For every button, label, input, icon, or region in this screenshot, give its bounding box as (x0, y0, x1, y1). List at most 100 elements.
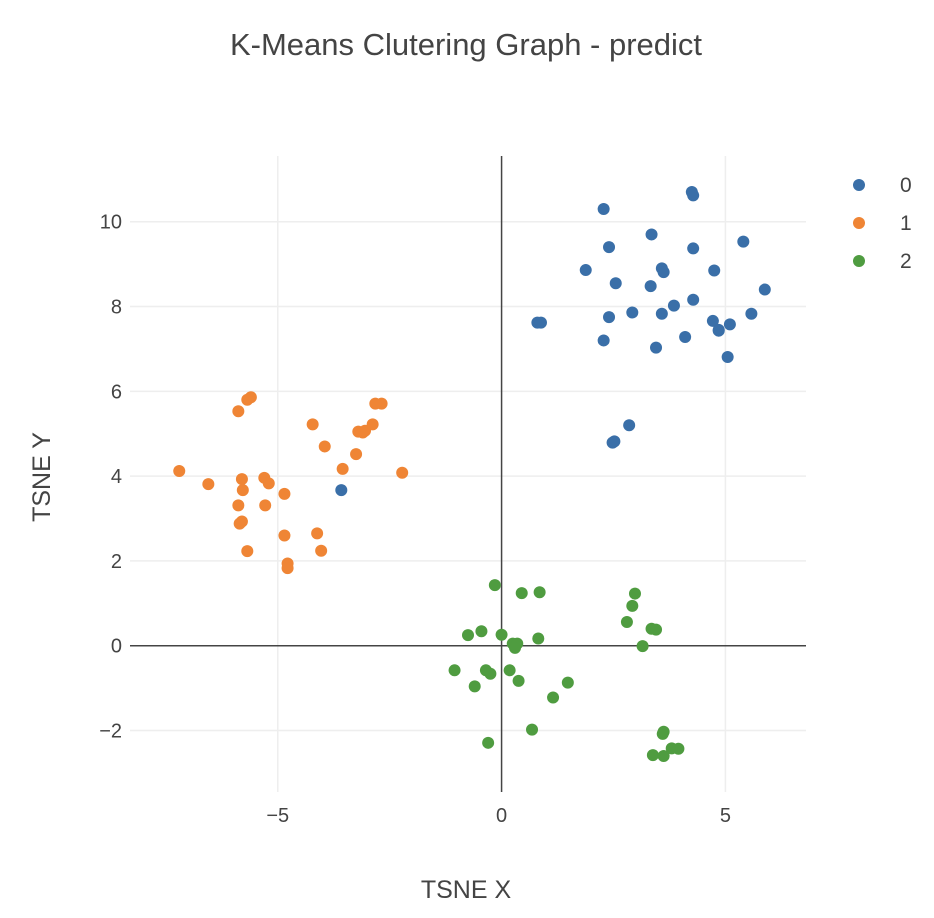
legend-label: 2 (900, 250, 912, 273)
data-point-cluster-2[interactable] (636, 640, 649, 653)
data-point-cluster-2[interactable] (484, 667, 497, 680)
data-point-cluster-0[interactable] (745, 307, 758, 320)
data-point-cluster-2[interactable] (482, 736, 495, 749)
data-point-cluster-1[interactable] (359, 424, 372, 437)
data-point-cluster-0[interactable] (737, 235, 750, 248)
data-point-cluster-1[interactable] (241, 545, 254, 558)
data-point-cluster-0[interactable] (623, 419, 636, 432)
data-point-cluster-0[interactable] (335, 484, 348, 497)
data-point-cluster-0[interactable] (687, 293, 700, 306)
data-point-cluster-2[interactable] (620, 615, 633, 628)
x-tick-label: 0 (496, 805, 507, 827)
data-point-cluster-0[interactable] (650, 341, 663, 354)
data-point-cluster-0[interactable] (606, 436, 619, 449)
data-point-cluster-0[interactable] (679, 331, 692, 344)
legend-item-2[interactable]: 2 (853, 250, 912, 273)
data-point-cluster-1[interactable] (241, 393, 254, 406)
data-point-cluster-0[interactable] (687, 189, 700, 202)
data-point-cluster-1[interactable] (202, 478, 215, 491)
legend-item-1[interactable]: 1 (853, 212, 912, 235)
data-point-cluster-0[interactable] (758, 283, 771, 296)
x-axis-label: TSNE X (421, 876, 512, 904)
data-point-cluster-0[interactable] (645, 228, 658, 241)
data-point-cluster-1[interactable] (278, 487, 291, 500)
data-point-cluster-0[interactable] (603, 241, 616, 254)
data-point-cluster-0[interactable] (721, 350, 734, 363)
y-tick-label: 0 (111, 636, 122, 658)
data-point-cluster-2[interactable] (468, 680, 481, 693)
data-point-cluster-1[interactable] (281, 562, 294, 575)
x-tick-label: 5 (720, 805, 731, 827)
data-point-cluster-0[interactable] (667, 299, 680, 312)
data-point-cluster-2[interactable] (475, 625, 488, 638)
data-point-cluster-0[interactable] (657, 266, 670, 279)
data-point-cluster-0[interactable] (534, 316, 547, 329)
data-point-cluster-0[interactable] (687, 242, 700, 255)
data-point-cluster-2[interactable] (628, 587, 641, 600)
data-point-cluster-1[interactable] (173, 465, 186, 478)
data-point-cluster-1[interactable] (315, 544, 328, 557)
legend-marker (853, 255, 865, 267)
tick-labels-layer: −5 0 5 −2 0 2 4 6 8 10 (99, 212, 731, 827)
data-point-cluster-1[interactable] (311, 527, 324, 540)
data-point-cluster-2[interactable] (462, 629, 474, 642)
y-tick-label: 8 (111, 297, 122, 319)
data-point-cluster-2[interactable] (512, 674, 525, 687)
data-point-cluster-2[interactable] (665, 742, 678, 755)
data-point-cluster-1[interactable] (233, 517, 246, 530)
data-points-layer (173, 186, 771, 762)
data-point-cluster-1[interactable] (396, 466, 409, 479)
x-tick-label: −5 (266, 805, 289, 827)
legend[interactable]: 0 1 2 (853, 174, 912, 273)
data-point-cluster-1[interactable] (278, 529, 291, 542)
data-point-cluster-0[interactable] (723, 318, 736, 331)
data-point-cluster-1[interactable] (262, 477, 275, 490)
data-point-cluster-1[interactable] (232, 499, 245, 512)
data-point-cluster-0[interactable] (708, 264, 721, 277)
data-point-cluster-2[interactable] (503, 664, 516, 677)
data-point-cluster-1[interactable] (232, 405, 245, 418)
data-point-cluster-1[interactable] (318, 440, 331, 453)
data-point-cluster-1[interactable] (235, 473, 248, 486)
data-point-cluster-2[interactable] (657, 749, 670, 762)
data-point-cluster-1[interactable] (306, 418, 319, 431)
data-point-cluster-0[interactable] (626, 306, 639, 319)
data-point-cluster-2[interactable] (526, 723, 539, 736)
y-tick-label: −2 (99, 721, 122, 743)
data-point-cluster-2[interactable] (547, 691, 560, 704)
data-point-cluster-2[interactable] (495, 628, 508, 641)
data-point-cluster-2[interactable] (561, 676, 574, 689)
legend-marker (853, 217, 865, 229)
data-point-cluster-2[interactable] (646, 749, 659, 762)
legend-marker (853, 179, 865, 191)
data-point-cluster-2[interactable] (626, 599, 639, 612)
data-point-cluster-0[interactable] (655, 307, 668, 320)
data-point-cluster-2[interactable] (488, 579, 501, 592)
data-point-cluster-2[interactable] (533, 586, 546, 599)
data-point-cluster-1[interactable] (259, 499, 272, 512)
data-point-cluster-0[interactable] (603, 311, 616, 324)
data-point-cluster-1[interactable] (369, 397, 382, 410)
data-point-cluster-0[interactable] (706, 314, 719, 327)
data-point-cluster-0[interactable] (597, 203, 610, 215)
data-point-cluster-2[interactable] (448, 664, 461, 677)
y-axis-label: TSNE Y (28, 432, 56, 522)
data-point-cluster-2[interactable] (532, 632, 545, 645)
data-point-cluster-2[interactable] (509, 641, 522, 654)
y-tick-label: 2 (111, 551, 122, 573)
data-point-cluster-1[interactable] (336, 462, 349, 475)
data-point-cluster-0[interactable] (609, 277, 622, 290)
legend-label: 1 (900, 212, 912, 235)
data-point-cluster-2[interactable] (650, 623, 663, 636)
data-point-cluster-0[interactable] (644, 280, 657, 293)
data-point-cluster-1[interactable] (236, 484, 249, 497)
legend-label: 0 (900, 174, 912, 197)
data-point-cluster-0[interactable] (597, 334, 610, 347)
data-point-cluster-0[interactable] (712, 324, 725, 337)
legend-item-0[interactable]: 0 (853, 174, 912, 197)
data-point-cluster-2[interactable] (656, 727, 669, 740)
data-point-cluster-1[interactable] (350, 448, 363, 461)
y-tick-label: 10 (100, 212, 122, 234)
data-point-cluster-2[interactable] (515, 587, 528, 600)
data-point-cluster-0[interactable] (579, 264, 592, 277)
